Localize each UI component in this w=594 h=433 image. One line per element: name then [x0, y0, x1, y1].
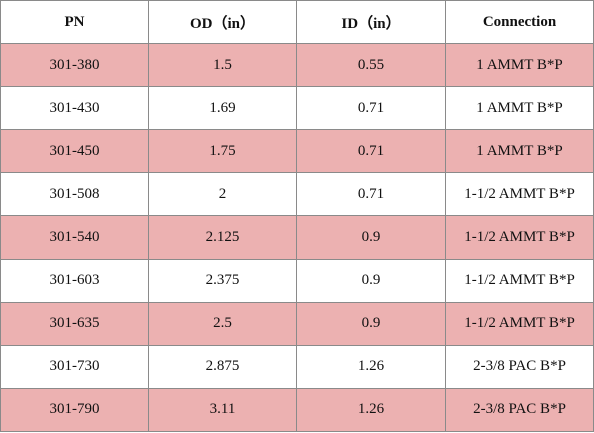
cell-od: 2.875 [148, 344, 297, 389]
cell-connection: 1-1/2 AMMT B*P [445, 172, 594, 217]
cell-connection: 1 AMMT B*P [445, 42, 594, 88]
cell-id: 1.26 [296, 387, 446, 433]
table-row: 301-603 2.375 0.9 1-1/2 AMMT B*P [0, 258, 594, 303]
cell-connection: 1-1/2 AMMT B*P [445, 258, 594, 303]
cell-pn: 301-430 [0, 86, 149, 131]
cell-od: 1.75 [148, 129, 297, 174]
cell-od: 1.5 [148, 42, 297, 88]
cell-connection: 2-3/8 PAC B*P [445, 344, 594, 389]
cell-od: 2.375 [148, 258, 297, 303]
table-row: 301-540 2.125 0.9 1-1/2 AMMT B*P [0, 215, 594, 260]
cell-pn: 301-508 [0, 172, 149, 217]
cell-pn: 301-540 [0, 215, 149, 260]
cell-id: 1.26 [296, 344, 446, 389]
cell-pn: 301-635 [0, 301, 149, 346]
cell-connection: 1-1/2 AMMT B*P [445, 301, 594, 346]
cell-pn: 301-450 [0, 129, 149, 174]
cell-connection: 2-3/8 PAC B*P [445, 387, 594, 433]
cell-id: 0.71 [296, 129, 446, 174]
cell-pn: 301-603 [0, 258, 149, 303]
header-pn: PN [0, 0, 149, 44]
cell-od: 2.125 [148, 215, 297, 260]
table-row: 301-430 1.69 0.71 1 AMMT B*P [0, 86, 594, 131]
cell-id: 0.9 [296, 301, 446, 346]
table-row: 301-380 1.5 0.55 1 AMMT B*P [0, 42, 594, 88]
cell-od: 2.5 [148, 301, 297, 346]
table-row: 301-730 2.875 1.26 2-3/8 PAC B*P [0, 344, 594, 389]
cell-connection: 1 AMMT B*P [445, 129, 594, 174]
cell-pn: 301-380 [0, 42, 149, 88]
cell-id: 0.71 [296, 86, 446, 131]
cell-od: 3.11 [148, 387, 297, 433]
table-body: 301-380 1.5 0.55 1 AMMT B*P 301-430 1.69… [0, 42, 594, 433]
header-row: PN OD（in） ID（in） Connection [0, 0, 594, 44]
table-row: 301-450 1.75 0.71 1 AMMT B*P [0, 129, 594, 174]
cell-od: 1.69 [148, 86, 297, 131]
cell-id: 0.9 [296, 215, 446, 260]
cell-id: 0.71 [296, 172, 446, 217]
cell-pn: 301-730 [0, 344, 149, 389]
header-id: ID（in） [296, 0, 446, 44]
table-header: PN OD（in） ID（in） Connection [0, 0, 594, 44]
table-row: 301-790 3.11 1.26 2-3/8 PAC B*P [0, 387, 594, 433]
cell-pn: 301-790 [0, 387, 149, 433]
cell-od: 2 [148, 172, 297, 217]
table-row: 301-635 2.5 0.9 1-1/2 AMMT B*P [0, 301, 594, 346]
table-row: 301-508 2 0.71 1-1/2 AMMT B*P [0, 172, 594, 217]
cell-connection: 1-1/2 AMMT B*P [445, 215, 594, 260]
cell-id: 0.9 [296, 258, 446, 303]
header-connection: Connection [445, 0, 594, 44]
header-od: OD（in） [148, 0, 297, 44]
cell-connection: 1 AMMT B*P [445, 86, 594, 131]
cell-id: 0.55 [296, 42, 446, 88]
